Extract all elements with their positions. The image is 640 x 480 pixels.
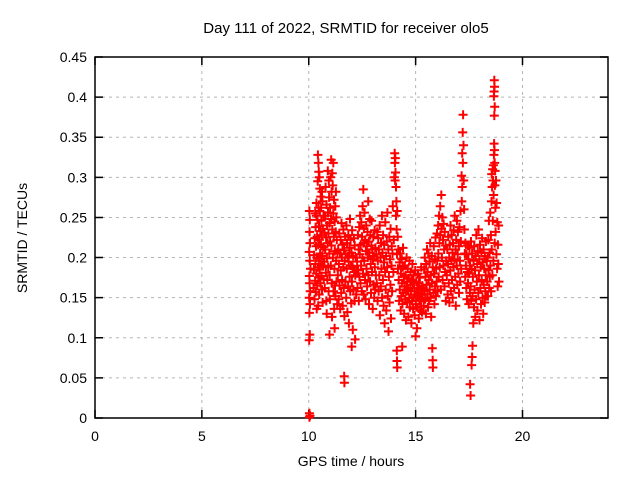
tick-labels: 0 5 10 15 20 0 0.05 0.1 0.15 0.2 0.25 0.3 0.35 0.4 0.4… bbox=[60, 49, 531, 444]
chart-title: Day 111 of 2022, SRMTID for receiver olo… bbox=[203, 20, 488, 37]
y-tick-label: 0.4 bbox=[68, 89, 88, 105]
y-tick-label: 0.3 bbox=[68, 169, 88, 185]
data-points-series bbox=[304, 75, 504, 422]
y-tick-label: 0.2 bbox=[68, 250, 88, 266]
x-axis-label: GPS time / hours bbox=[298, 453, 405, 469]
x-tick-label: 0 bbox=[91, 428, 99, 444]
y-axis-label: SRMTID / TECUs bbox=[14, 183, 30, 293]
plot-frame bbox=[94, 56, 609, 419]
y-tick-label: 0 bbox=[79, 410, 87, 426]
x-tick-label: 10 bbox=[301, 428, 317, 444]
y-tick-label: 0.15 bbox=[60, 290, 87, 306]
y-tick-label: 0.25 bbox=[60, 209, 87, 225]
x-tick-label: 20 bbox=[515, 428, 531, 444]
y-tick-label: 0.45 bbox=[60, 49, 87, 65]
x-tick-label: 5 bbox=[198, 428, 206, 444]
y-tick-label: 0.1 bbox=[68, 330, 88, 346]
y-tick-label: 0.05 bbox=[60, 370, 87, 386]
y-tick-label: 0.35 bbox=[60, 129, 87, 145]
x-tick-label: 15 bbox=[408, 428, 424, 444]
